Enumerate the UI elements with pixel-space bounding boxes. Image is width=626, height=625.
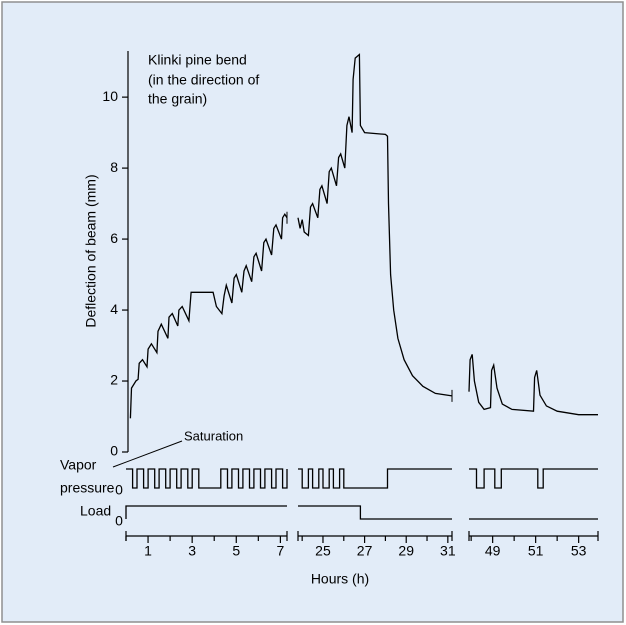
y-tick-label: 2: [110, 372, 118, 388]
trace-line: [126, 468, 288, 489]
annotation: (in the direction of: [148, 72, 259, 88]
saturation-pointer: [112, 440, 183, 468]
deflection-line: [468, 354, 598, 416]
y-axis-label: Deflection of beam (mm): [83, 174, 99, 327]
y-tick-label: 6: [110, 230, 118, 246]
trace-label: Vapor: [60, 457, 97, 473]
y-tick-label: 8: [110, 159, 118, 175]
x-axis-label: Hours (h): [311, 571, 369, 587]
trace-tick-label: 0: [115, 482, 123, 498]
x-tick-label: 29: [398, 543, 414, 559]
deflection-line: [129, 212, 288, 419]
trace-line: [298, 505, 452, 520]
trace-label: pressure: [60, 480, 115, 496]
x-tick-label: 53: [571, 543, 587, 559]
x-tick-label: 27: [357, 543, 373, 559]
y-tick-label: 10: [102, 88, 118, 104]
y-tick-label: 4: [110, 301, 118, 317]
annotation: Klinki pine bend: [148, 52, 247, 68]
x-tick-label: 51: [528, 543, 544, 559]
trace-line: [298, 468, 452, 489]
x-tick-label: 3: [188, 543, 196, 559]
x-tick-label: 49: [485, 543, 501, 559]
y-tick-label: 0: [110, 443, 118, 459]
saturation-label: Saturation: [184, 428, 243, 443]
x-tick-label: 25: [315, 543, 331, 559]
trace-tick-label: 0: [115, 513, 123, 529]
x-tick-label: 31: [440, 543, 456, 559]
deflection-line: [297, 53, 453, 397]
x-tick-label: 5: [232, 543, 240, 559]
annotation: the grain): [148, 91, 207, 107]
x-tick-label: 7: [276, 543, 284, 559]
trace-line: [469, 468, 598, 489]
trace-label: Load: [80, 503, 111, 519]
trace-line: [125, 505, 287, 519]
x-tick-label: 1: [144, 543, 152, 559]
